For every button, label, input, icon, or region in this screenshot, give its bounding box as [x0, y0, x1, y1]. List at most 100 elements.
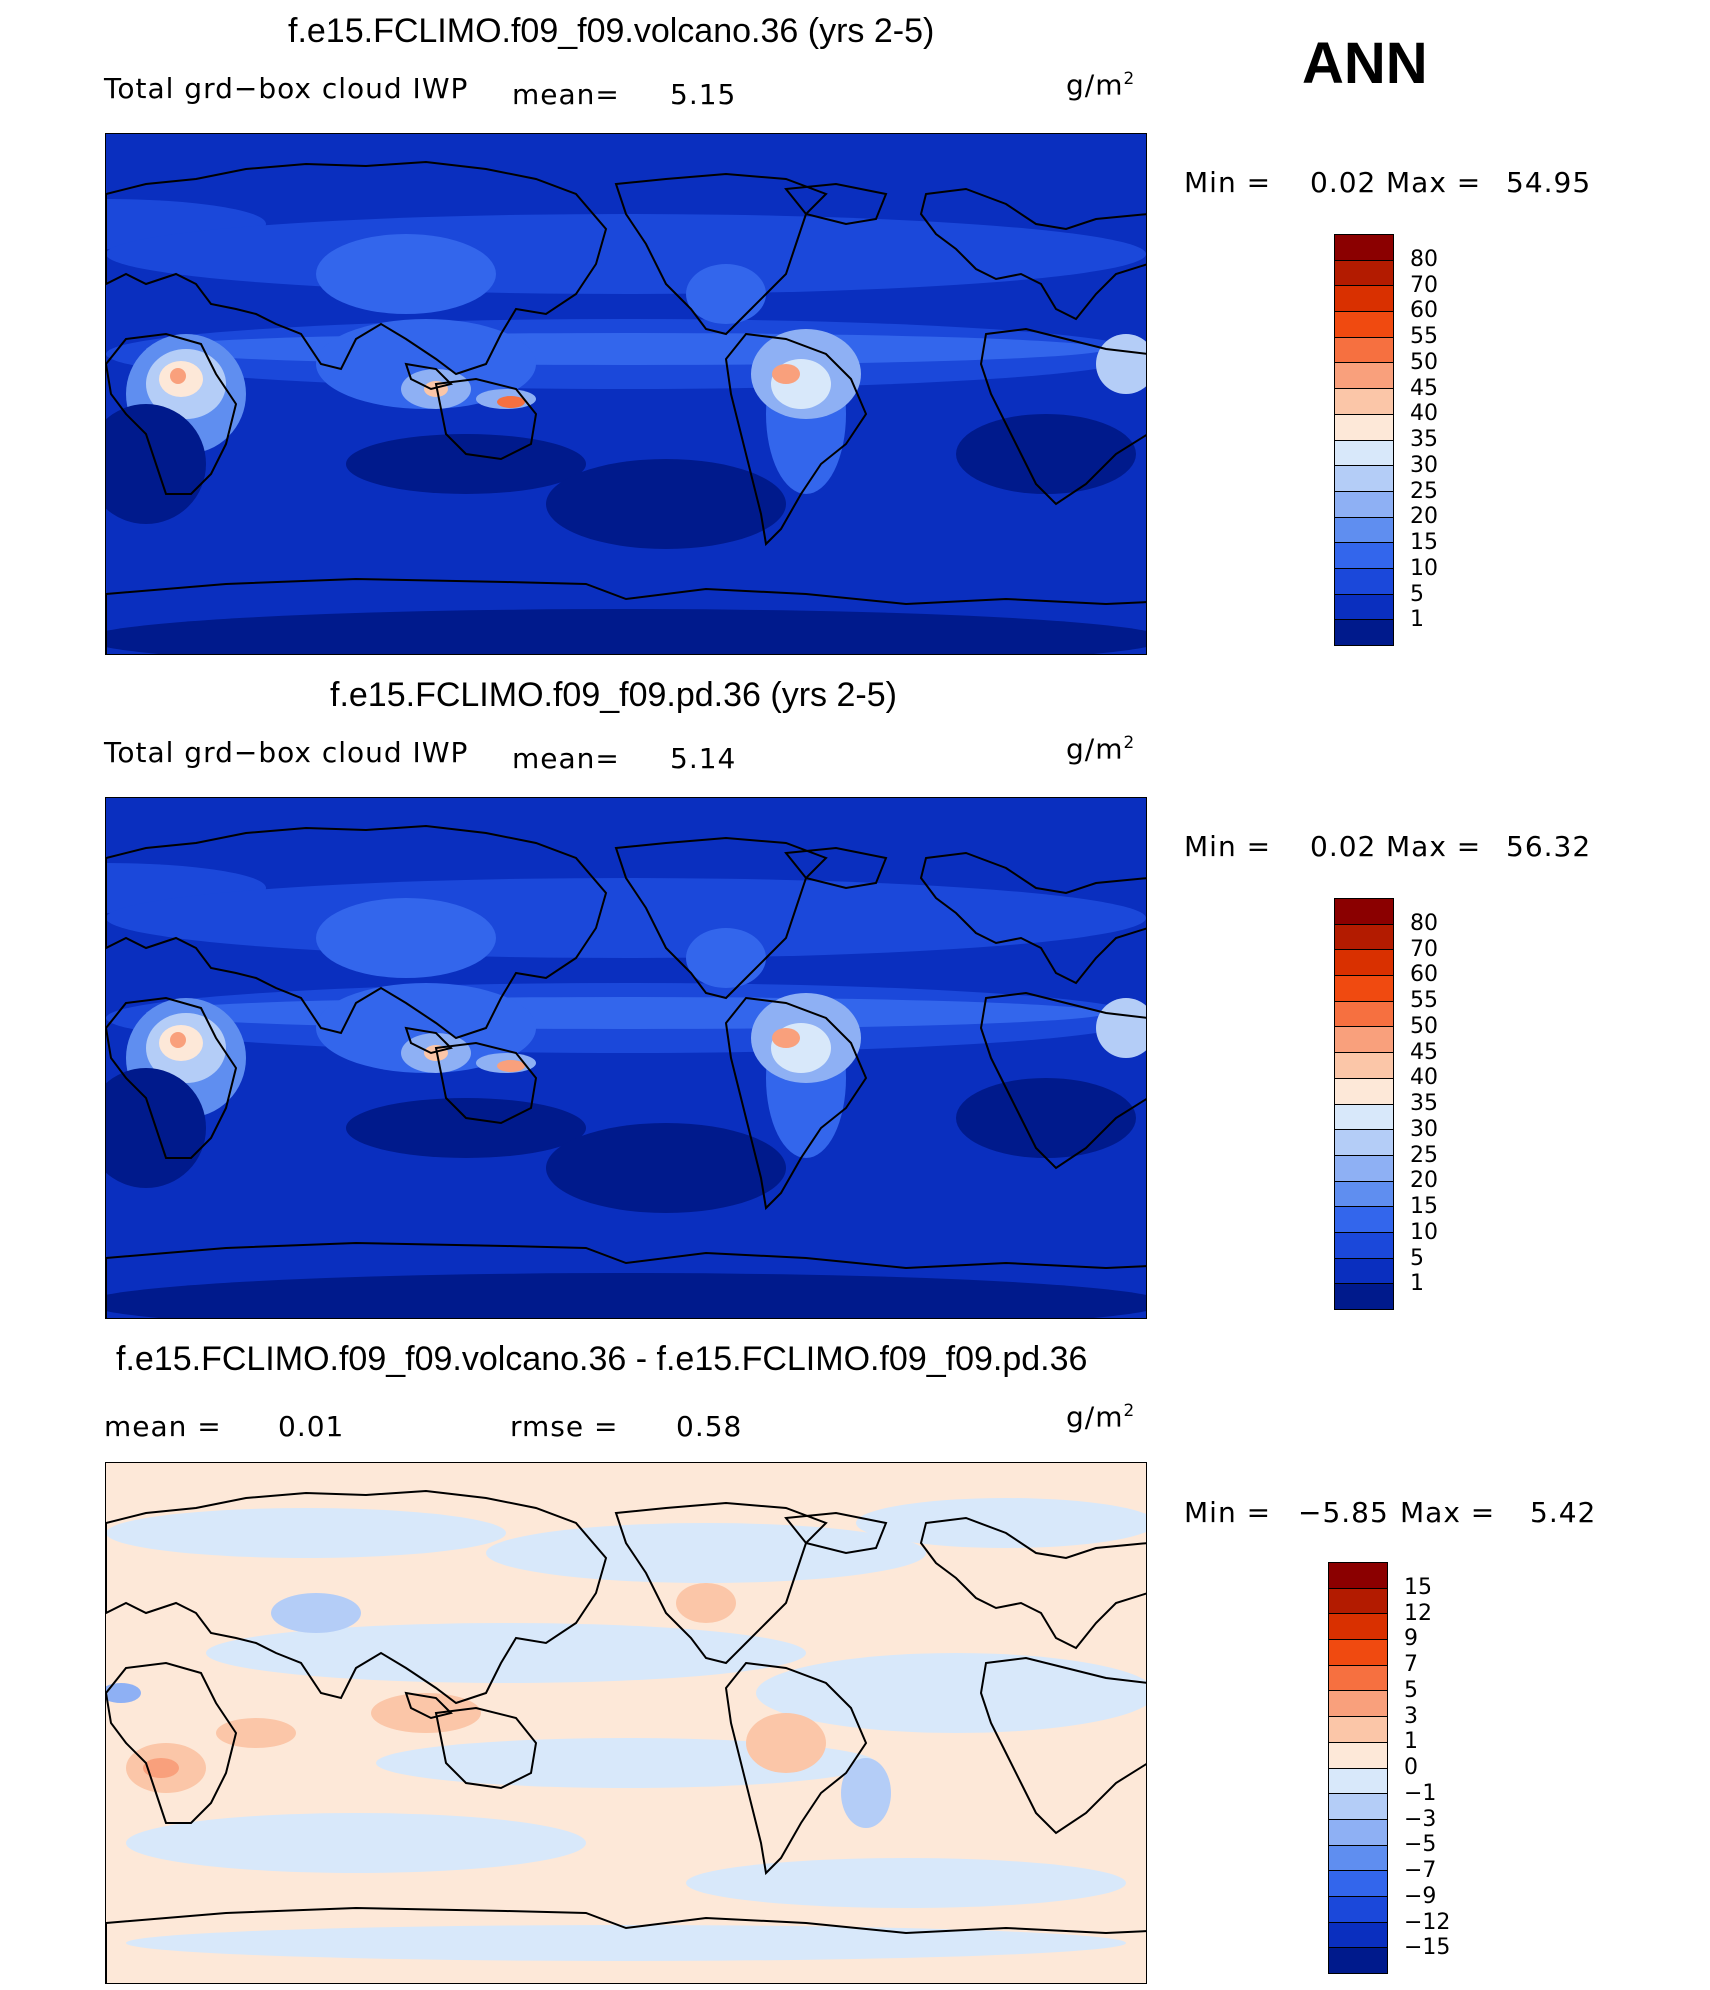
panel-1-units: g/m2: [1066, 68, 1135, 101]
colorbar-swatch: [1329, 1819, 1387, 1846]
coastline: [434, 1706, 538, 1790]
season-label: ANN: [1302, 31, 1428, 96]
coastline: [106, 824, 608, 1040]
field-contour: [686, 1858, 1126, 1908]
colorbar-tick-label: 30: [1410, 1116, 1438, 1142]
colorbar-tick-label: −9: [1404, 1883, 1437, 1909]
panel-1-mean-value: 5.15: [670, 78, 737, 111]
colorbar-swatch: [1335, 235, 1393, 261]
panel-2-map: [105, 797, 1147, 1319]
panel-3-field: [106, 1463, 1146, 1983]
panel-3-rmse-label: rmse =: [510, 1410, 619, 1443]
colorbar-swatch: [1329, 1691, 1387, 1718]
colorbar-swatch: [1335, 363, 1393, 390]
colorbar-swatch: [1335, 976, 1393, 1002]
field-contour: [316, 983, 536, 1073]
colorbar-swatch: [1335, 1078, 1393, 1105]
colorbar-tick-label: −5: [1404, 1832, 1437, 1858]
colorbar-tick-label: 25: [1410, 1142, 1438, 1168]
colorbar-tick-label: 50: [1410, 1013, 1438, 1039]
field-contour: [772, 1028, 800, 1048]
field-contour: [106, 214, 1146, 294]
coastline: [404, 362, 453, 391]
field-contour: [316, 319, 536, 409]
coastline: [724, 1661, 868, 1876]
colorbar-swatch: [1329, 1717, 1387, 1743]
colorbar-tick-label: −7: [1404, 1858, 1437, 1883]
field-contour: [316, 898, 496, 978]
colorbar-tick-label: 60: [1410, 298, 1438, 324]
colorbar-tick-label: 15: [1410, 530, 1438, 555]
colorbar-swatch: [1335, 466, 1393, 492]
colorbar-tick-label: 35: [1410, 1091, 1438, 1116]
field-contour: [686, 264, 766, 324]
coastline: [106, 332, 238, 495]
field-contour: [546, 1123, 786, 1213]
colorbar-swatch: [1329, 1614, 1387, 1641]
field-contour: [271, 1593, 361, 1633]
colorbar-swatch: [1335, 1258, 1393, 1285]
panel-2-colorbar: [1334, 898, 1394, 1310]
colorbar-tick-label: 35: [1410, 427, 1438, 452]
colorbar-swatch: [1335, 1207, 1393, 1233]
colorbar-swatch: [1329, 1742, 1387, 1769]
colorbar-swatch: [1329, 1665, 1387, 1692]
colorbar-tick-label: 9: [1404, 1626, 1418, 1652]
colorbar-tick-label: 7: [1404, 1652, 1418, 1677]
coastline: [106, 1906, 1146, 1983]
field-contour: [546, 459, 786, 549]
colorbar-tick-label: 55: [1410, 324, 1438, 349]
colorbar-tick-label: 15: [1404, 1574, 1432, 1600]
colorbar-swatch: [1335, 491, 1393, 518]
field-contour: [676, 1583, 736, 1623]
panel-3-rmse-value: 0.58: [676, 1410, 743, 1443]
units-exp: 2: [1123, 68, 1136, 88]
field-contour: [486, 1523, 926, 1583]
colorbar-swatch: [1335, 312, 1393, 338]
coastline: [404, 1026, 453, 1055]
field-contour: [497, 1060, 525, 1072]
colorbar-swatch: [1335, 414, 1393, 441]
panel-3-mean-value: 0.01: [278, 1410, 345, 1443]
panel-2-units: g/m2: [1066, 732, 1135, 765]
coastline: [106, 996, 238, 1159]
field-contour: [143, 1758, 179, 1778]
coastline: [106, 577, 1146, 654]
panel-3-mean-label: mean =: [104, 1410, 222, 1443]
colorbar-swatch: [1335, 1104, 1393, 1131]
coastline: [919, 187, 1146, 321]
colorbar-tick-label: 10: [1410, 555, 1438, 581]
colorbar-swatch: [1335, 1053, 1393, 1079]
colorbar-tick-label: −15: [1404, 1935, 1451, 1961]
colorbar-swatch: [1329, 1948, 1387, 1973]
field-contour: [346, 1098, 586, 1158]
colorbar-tick-label: 15: [1410, 1194, 1438, 1219]
colorbar-swatch: [1335, 1130, 1393, 1156]
colorbar-tick-label: 10: [1410, 1219, 1438, 1245]
units-base: g/m: [1066, 68, 1124, 102]
panel-3-min-value: −5.85: [1298, 1496, 1389, 1529]
colorbar-tick-label: 80: [1410, 246, 1438, 272]
colorbar-swatch: [1329, 1871, 1387, 1897]
panel-3-title: f.e15.FCLIMO.f09_f09.volcano.36 - f.e15.…: [116, 1340, 1088, 1378]
colorbar-swatch: [1329, 1768, 1387, 1795]
coastline: [614, 172, 828, 336]
colorbar-tick-label: 20: [1410, 504, 1438, 530]
colorbar-swatch: [1335, 543, 1393, 569]
field-contour: [146, 333, 1106, 365]
coastline: [919, 851, 1146, 985]
colorbar-swatch: [1335, 1027, 1393, 1054]
coastline: [434, 1041, 538, 1125]
colorbar-tick-label: 40: [1410, 401, 1438, 427]
coastline: [434, 377, 538, 461]
panel-2-max-label: Max =: [1386, 830, 1482, 863]
coastline: [106, 160, 608, 376]
colorbar-tick-label: 45: [1410, 1039, 1438, 1065]
field-contour: [316, 234, 496, 314]
field-contour: [216, 1718, 296, 1748]
field-contour: [106, 1508, 506, 1558]
colorbar-tick-label: 70: [1410, 272, 1438, 298]
colorbar-swatch: [1329, 1845, 1387, 1872]
colorbar-swatch: [1335, 260, 1393, 287]
colorbar-swatch: [1329, 1922, 1387, 1949]
